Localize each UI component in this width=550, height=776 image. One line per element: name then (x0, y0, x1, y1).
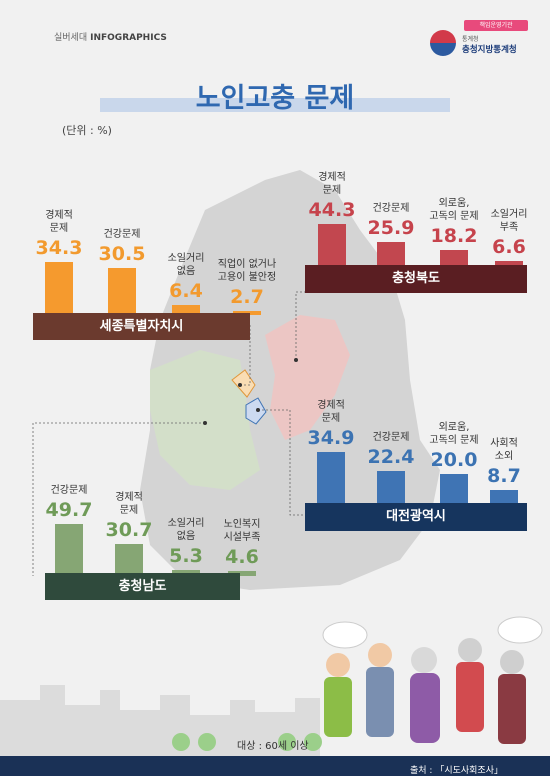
header-label: 실버세대 INFOGRAPHICS (54, 30, 167, 43)
daejeon-label-2: 외로움, 고독의 문제 (429, 422, 479, 446)
chungnam-label-3: 노인복지 시설부족 (223, 519, 261, 544)
sejong-bar-2 (172, 305, 200, 315)
sejong-label-1: 건강문제 (103, 228, 141, 240)
logo-sub: 통계청 (462, 36, 479, 43)
sejong-value-3: 2.7 (230, 285, 264, 308)
sejong-label-3: 직업이 없거나 고용이 불안정 (217, 258, 277, 283)
daejeon-dot (256, 408, 260, 412)
chungbuk-bar-0 (318, 223, 346, 268)
chungnam-bar-1 (115, 544, 143, 576)
target-note: 대상 : 60세 이상 (237, 741, 309, 752)
chungbuk-label-3: 소일거리 부족 (490, 209, 528, 234)
sejong-bar-3 (233, 310, 261, 315)
sejong-value-1: 30.5 (98, 242, 146, 265)
chungbuk-label-2: 외로움, 고독의 문제 (429, 197, 479, 222)
daejeon-label-0: 경제적 문제 (317, 400, 345, 425)
sejong-region (231, 369, 256, 398)
chungnam-bar-3 (228, 571, 256, 576)
chungnam-region-band: 충청남도 (45, 573, 240, 600)
chungbuk-bar-3 (495, 261, 523, 268)
daejeon-bar-2 (440, 474, 468, 503)
footer-band (0, 756, 550, 776)
daejeon-value-3: 8.7 (487, 465, 521, 488)
logo-badge: 책임운영기관 (464, 20, 528, 31)
daejeon-bar-1 (377, 470, 405, 503)
taegeuk-icon (430, 30, 456, 56)
title-underline (100, 98, 450, 112)
daejeon-label-3: 사회적 소외 (490, 438, 518, 463)
sejong-label-2: 소일거리 없음 (167, 253, 205, 278)
brand-label: INFOGRAPHICS (90, 33, 167, 43)
sejong-bar-1 (108, 267, 136, 315)
chungnam-connector (32, 422, 205, 576)
chungbuk-bar-1 (377, 242, 405, 268)
daejeon-value-0: 34.9 (307, 427, 355, 450)
chungbuk-value-2: 18.2 (430, 224, 478, 247)
daejeon-bar-3 (490, 490, 518, 503)
logo-name: 충청지방통계청 (462, 45, 517, 55)
sejong-region-band: 세종특별자치시 (33, 313, 250, 340)
daejeon-connector (258, 409, 305, 516)
sejong-value-2: 6.4 (169, 280, 203, 303)
chungbuk-region-band: 충청북도 (305, 265, 527, 293)
chungnam-dot (203, 421, 207, 425)
chungnam-value-2: 5.3 (169, 545, 203, 568)
chungbuk-region (265, 315, 350, 440)
chungnam-label-1: 경제적 문제 (115, 492, 143, 517)
chungbuk-dot (294, 358, 298, 362)
sejong-dot (238, 383, 242, 387)
sejong-bar-0 (45, 261, 73, 315)
series-label: 실버세대 (54, 33, 88, 43)
chungnam-value-1: 30.7 (105, 519, 153, 542)
page-title: 노인고충 문제 (195, 83, 355, 114)
daejeon-value-2: 20.0 (430, 449, 478, 471)
daejeon-bar-0 (317, 452, 345, 503)
chungnam-bar-0 (55, 524, 83, 576)
chungnam-region (150, 350, 260, 490)
daejeon-region-band: 대전광역시 (305, 503, 527, 531)
sejong-value-0: 34.3 (35, 236, 83, 259)
chungbuk-label-1: 건강문제 (372, 203, 410, 215)
chungbuk-value-3: 6.6 (492, 236, 526, 259)
chungbuk-value-1: 25.9 (367, 217, 415, 240)
daejeon-region (245, 397, 267, 425)
source-note: 출처 : 「시도사회조사」 (410, 766, 503, 776)
sejong-connector (240, 325, 251, 386)
daejeon-value-1: 22.4 (367, 445, 415, 468)
chungbuk-label-0: 경제적 문제 (318, 171, 346, 196)
chungbuk-value-0: 44.3 (308, 198, 356, 221)
agency-logo: 책임운영기관 통계청 충청지방통계청 (430, 20, 530, 60)
trees (172, 733, 322, 751)
chungnam-value-3: 4.6 (225, 546, 259, 569)
elderly-people-illustration (322, 616, 543, 744)
daejeon-label-1: 건강문제 (372, 431, 410, 443)
sejong-label-0: 경제적 문제 (45, 209, 73, 234)
chungnam-value-0: 49.7 (45, 499, 93, 522)
chungnam-label-2: 소일거리 없음 (167, 518, 205, 543)
chungbuk-bar-2 (440, 249, 468, 268)
chungnam-label-0: 건강문제 (50, 485, 88, 497)
unit-label: (단위 : %) (62, 124, 112, 137)
